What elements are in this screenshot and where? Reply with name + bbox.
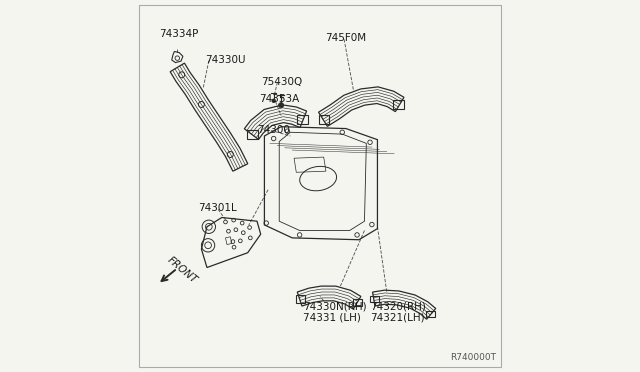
Text: 74300: 74300 xyxy=(257,125,290,135)
Text: 745F0M: 745F0M xyxy=(326,33,367,43)
Text: FRONT: FRONT xyxy=(165,255,198,286)
Text: 74320(RH): 74320(RH) xyxy=(370,301,426,311)
Text: 74353A: 74353A xyxy=(259,94,299,104)
Text: 74330U: 74330U xyxy=(205,55,246,65)
Text: 74334P: 74334P xyxy=(159,29,198,39)
Text: 74321(LH): 74321(LH) xyxy=(370,312,425,323)
Text: 74330N(RH): 74330N(RH) xyxy=(303,301,367,311)
Text: 74301L: 74301L xyxy=(198,203,236,213)
Text: 74331 (LH): 74331 (LH) xyxy=(303,312,361,323)
Circle shape xyxy=(278,103,284,108)
Circle shape xyxy=(271,99,276,103)
Text: R740000T: R740000T xyxy=(450,353,496,362)
Text: 75430Q: 75430Q xyxy=(260,77,302,87)
